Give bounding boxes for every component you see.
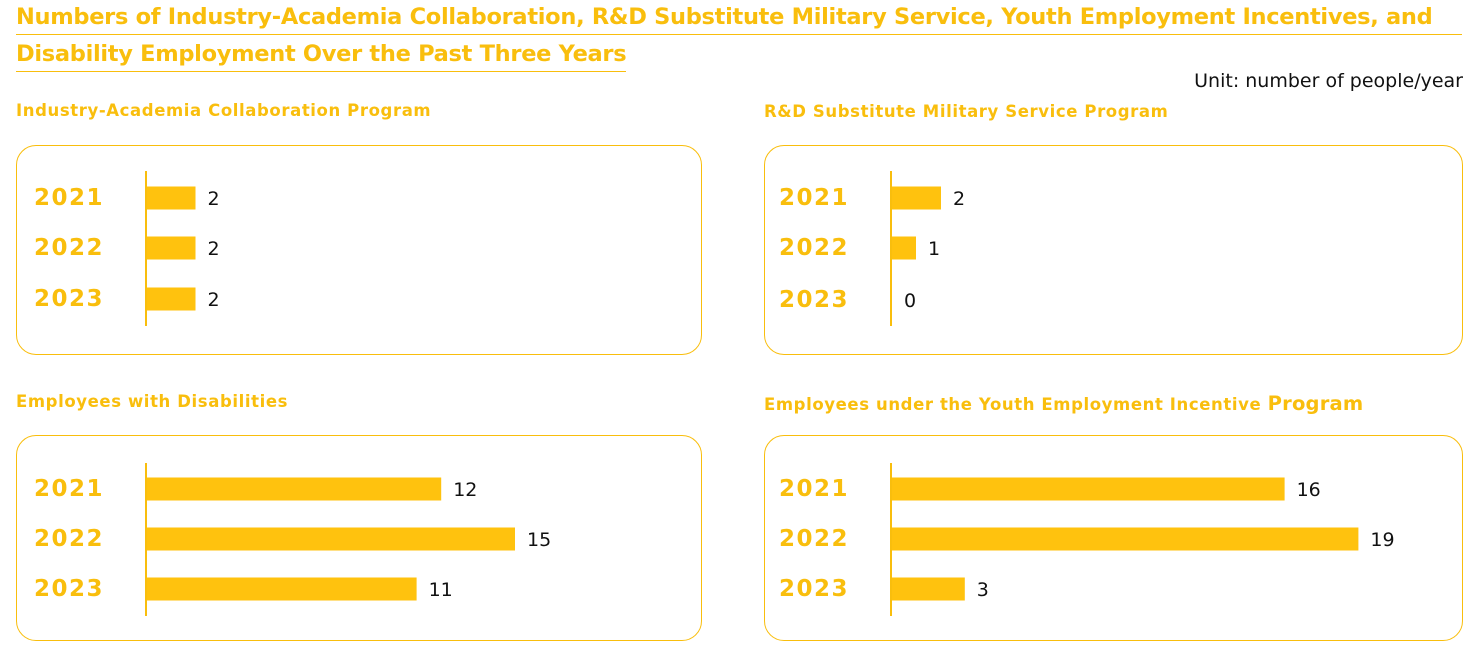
youth-employment-bar-2022 — [891, 527, 1359, 551]
disabilities-value-label: 15 — [527, 529, 551, 551]
industry-academia-year-label: 2023 — [34, 286, 104, 312]
industry-academia-bar-2021 — [146, 186, 196, 210]
panel-title-youth-end: Program — [1267, 392, 1364, 415]
youth-employment-bar-2023 — [891, 577, 965, 601]
industry-academia-bar-2023 — [146, 287, 196, 311]
youth-employment-bar-2021 — [891, 477, 1285, 501]
disabilities-year-label: 2023 — [34, 576, 104, 602]
disabilities-bar-2023 — [146, 577, 417, 601]
panel-frame-disabilities — [16, 435, 702, 641]
panel-title-disabilities: Employees with Disabilities — [16, 392, 289, 411]
disabilities-value-label: 11 — [429, 579, 453, 601]
rnd-military-year-label: 2021 — [779, 185, 849, 211]
disabilities-value-label: 12 — [453, 479, 477, 501]
rnd-military-bar-2022 — [891, 236, 916, 260]
rnd-military-value-label: 1 — [928, 238, 940, 260]
disabilities-year-label: 2021 — [34, 476, 104, 502]
rnd-military-year-label: 2023 — [779, 287, 849, 313]
youth-employment-year-label: 2023 — [779, 576, 849, 602]
rnd-military-value-label: 0 — [904, 290, 916, 312]
panel-frame-industry-academia — [16, 145, 702, 355]
disabilities-bar-2021 — [146, 477, 442, 501]
panel-title-youth-employment: Employees under the Youth Employment Inc… — [764, 392, 1363, 415]
unit-label: Unit: number of people/year — [1194, 70, 1463, 92]
disabilities-year-label: 2022 — [34, 526, 104, 552]
youth-employment-year-label: 2022 — [779, 526, 849, 552]
disabilities-bar-2022 — [146, 527, 515, 551]
youth-employment-year-label: 2021 — [779, 476, 849, 502]
rnd-military-bar-2021 — [891, 186, 941, 210]
youth-employment-value-label: 16 — [1297, 479, 1321, 501]
panel-frame-youth-employment — [764, 435, 1463, 641]
panel-frame-rnd-military — [764, 145, 1463, 355]
rnd-military-value-label: 2 — [953, 188, 965, 210]
chart-title-line-2: Disability Employment Over the Past Thre… — [16, 39, 627, 72]
panel-title-rnd-military: R&D Substitute Military Service Program — [764, 102, 1169, 121]
chart-title-line-1: Numbers of Industry-Academia Collaborati… — [16, 2, 1462, 35]
panel-title-industry-academia: Industry-Academia Collaboration Program — [16, 101, 432, 120]
industry-academia-value-label: 2 — [208, 188, 220, 210]
industry-academia-year-label: 2022 — [34, 235, 104, 261]
industry-academia-year-label: 2021 — [34, 185, 104, 211]
industry-academia-value-label: 2 — [208, 238, 220, 260]
industry-academia-bar-2022 — [146, 236, 196, 260]
industry-academia-value-label: 2 — [208, 289, 220, 311]
panel-title-youth-main: Employees under the Youth Employment Inc… — [764, 395, 1262, 414]
rnd-military-year-label: 2022 — [779, 235, 849, 261]
youth-employment-value-label: 3 — [977, 579, 989, 601]
youth-employment-value-label: 19 — [1370, 529, 1394, 551]
